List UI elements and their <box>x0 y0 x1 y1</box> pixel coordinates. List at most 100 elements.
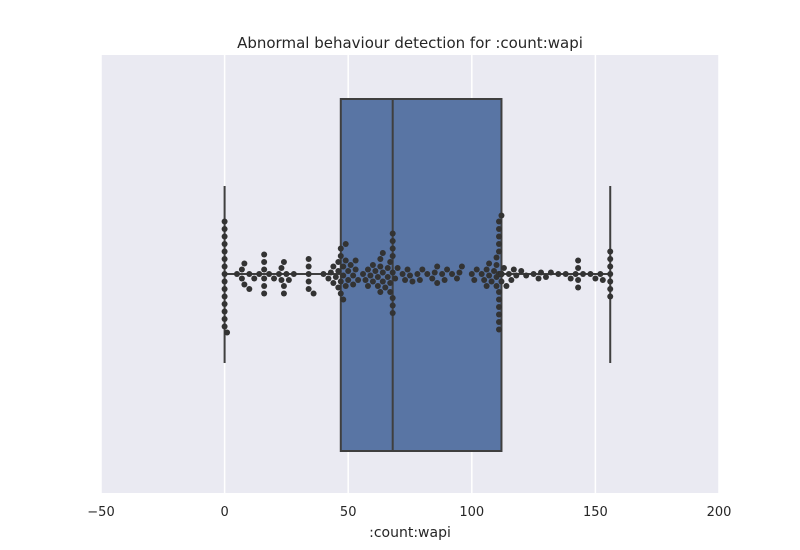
swarm-point-202 <box>607 263 614 270</box>
swarm-point-147 <box>495 233 502 240</box>
swarm-point-62 <box>340 263 347 270</box>
swarm-point-17 <box>238 275 245 282</box>
swarm-point-194 <box>575 257 582 264</box>
swarm-point-23 <box>251 275 258 282</box>
swarm-point-41 <box>290 271 297 277</box>
swarm-point-203 <box>607 286 614 292</box>
swarm-point-200 <box>607 271 614 277</box>
swarm-point-61 <box>340 272 347 279</box>
swarm-point-2 <box>221 263 228 270</box>
swarm-point-95 <box>387 259 394 265</box>
swarm-point-121 <box>441 277 448 283</box>
swarm-point-96 <box>387 289 394 295</box>
swarm-point-47 <box>310 290 317 297</box>
swarm-point-28 <box>261 259 268 265</box>
swarm-point-189 <box>567 275 574 282</box>
swarm-point-67 <box>345 268 352 274</box>
swarm-point-72 <box>352 266 359 273</box>
swarm-point-193 <box>575 284 582 291</box>
swarm-point-205 <box>607 293 614 300</box>
x-tick-label-4: 150 <box>583 505 608 520</box>
swarm-point-133 <box>483 283 490 289</box>
swarm-point-116 <box>429 275 436 282</box>
swarm-point-25 <box>261 275 268 282</box>
swarm-point-195 <box>580 271 587 277</box>
swarm-point-21 <box>246 271 253 277</box>
swarm-point-9 <box>221 308 228 315</box>
swarm-point-43 <box>305 278 312 285</box>
swarm-point-10 <box>221 233 228 240</box>
swarm-point-125 <box>456 269 463 276</box>
swarm-point-77 <box>364 266 371 273</box>
swarm-point-114 <box>419 266 426 273</box>
swarm-point-49 <box>325 275 332 282</box>
swarm-point-143 <box>495 248 502 255</box>
swarm-point-22 <box>246 286 253 292</box>
swarm-point-206 <box>607 248 614 255</box>
swarm-point-132 <box>483 266 490 273</box>
swarm-point-146 <box>495 304 502 310</box>
swarm-point-86 <box>377 256 384 262</box>
x-tick-label-0: −50 <box>87 505 114 520</box>
swarm-point-16 <box>233 271 240 277</box>
swarm-point-97 <box>389 269 396 276</box>
swarm-point-145 <box>495 241 502 247</box>
swarm-point-57 <box>337 278 344 285</box>
swarm-point-144 <box>495 296 502 303</box>
swarm-point-126 <box>458 263 465 270</box>
swarm-point-156 <box>498 212 505 219</box>
swarm-point-119 <box>434 280 441 286</box>
swarm-point-176 <box>505 271 512 277</box>
swarm-point-190 <box>572 271 579 277</box>
swarm-point-83 <box>374 274 381 280</box>
swarm-point-1 <box>221 278 228 285</box>
swarm-point-69 <box>347 262 354 268</box>
swarm-point-36 <box>280 283 287 289</box>
swarm-point-11 <box>221 316 228 322</box>
x-tick-label-2: 50 <box>340 505 357 520</box>
swarm-point-44 <box>305 263 312 270</box>
swarm-point-84 <box>374 283 381 289</box>
swarm-point-152 <box>495 326 502 333</box>
swarm-point-127 <box>468 271 475 277</box>
swarm-point-108 <box>402 277 409 283</box>
swarm-point-148 <box>495 311 502 318</box>
swarm-point-40 <box>285 277 292 283</box>
swarm-point-192 <box>575 265 582 271</box>
swarm-point-129 <box>473 266 480 273</box>
swarm-point-13 <box>221 323 228 330</box>
swarm-point-102 <box>389 238 396 244</box>
x-tick-label-1: 0 <box>220 505 228 520</box>
x-tick-label-3: 100 <box>459 505 484 520</box>
swarm-point-0 <box>221 271 228 277</box>
swarm-point-70 <box>350 272 357 279</box>
swarm-point-82 <box>372 268 379 274</box>
swarm-point-174 <box>500 265 507 271</box>
swarm-point-100 <box>389 245 396 252</box>
swarm-point-199 <box>599 277 606 283</box>
swarm-point-136 <box>488 278 495 285</box>
swarm-point-35 <box>278 265 285 271</box>
swarm-point-89 <box>379 278 386 285</box>
swarm-point-48 <box>320 271 327 277</box>
swarm-point-5 <box>221 293 228 300</box>
swarm-point-90 <box>379 250 386 256</box>
swarm-point-34 <box>278 277 285 283</box>
swarm-point-76 <box>362 277 369 283</box>
swarm-point-42 <box>305 271 312 277</box>
swarm-point-53 <box>332 274 339 280</box>
swarm-point-52 <box>330 280 337 286</box>
swarm-point-60 <box>337 245 344 252</box>
swarm-point-55 <box>335 259 342 265</box>
swarm-point-20 <box>241 260 248 267</box>
swarm-point-93 <box>384 265 391 271</box>
swarm-point-186 <box>547 269 554 276</box>
swarm-point-188 <box>562 271 569 277</box>
swarm-point-111 <box>409 278 416 285</box>
swarm-point-191 <box>575 277 582 283</box>
swarm-point-18 <box>238 266 245 273</box>
swarm-point-139 <box>493 262 500 268</box>
swarm-point-81 <box>369 262 376 268</box>
